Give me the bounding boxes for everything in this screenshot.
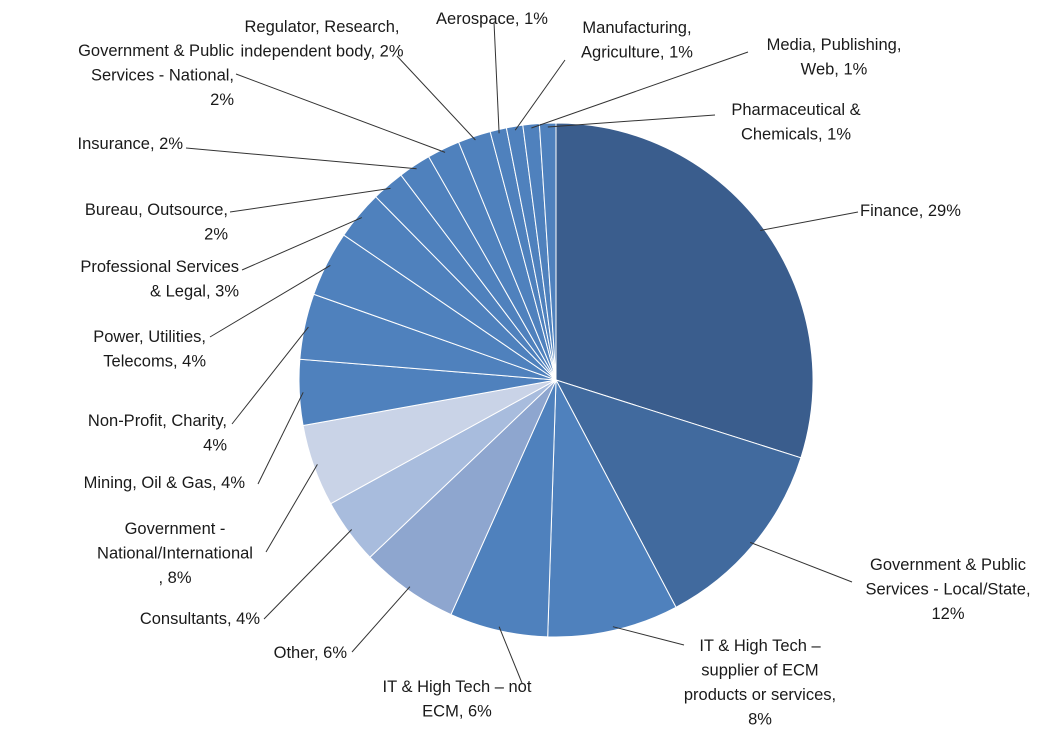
slice-label-line: 12%	[931, 605, 964, 623]
slice-label-line: Media, Publishing,	[767, 36, 902, 54]
slice-label-line: Aerospace, 1%	[436, 10, 548, 28]
slice-label: Professional Services & Legal, 3%	[80, 258, 239, 301]
leader-line	[209, 264, 331, 338]
slice-label-line: Mining, Oil & Gas, 4%	[84, 474, 246, 492]
leader-line	[750, 541, 853, 583]
leader-line	[265, 464, 318, 553]
slice-label: Non-Profit, Charity, 4%	[88, 412, 227, 455]
slice-label-line: Non-Profit, Charity,	[88, 412, 227, 430]
leader-line	[612, 626, 685, 646]
leader-line	[185, 147, 417, 170]
slice-label: Other, 6%	[274, 644, 348, 662]
leader-line	[531, 51, 749, 129]
slice-label: Pharmaceutical & Chemicals, 1%	[731, 101, 860, 144]
slice-label-line: Power, Utilities,	[93, 328, 206, 346]
pie-slice	[538, 122, 557, 381]
slice-label-line: Pharmaceutical &	[731, 101, 860, 119]
pie-slices	[298, 122, 814, 638]
slice-label-line: Agriculture, 1%	[581, 44, 693, 62]
slice-label-line: independent body, 2%	[241, 43, 404, 61]
slice-label-line: Bureau, Outsource,	[85, 201, 228, 219]
leader-line	[231, 326, 309, 425]
slice-label: Consultants, 4%	[140, 610, 260, 628]
slice-label-line: 4%	[203, 437, 227, 455]
slice-label-line: , 8%	[158, 569, 191, 587]
slice-label-line: Web, 1%	[801, 61, 868, 79]
pie-slice	[547, 378, 677, 638]
slice-label-line: Government & Public	[78, 42, 234, 60]
leader-line	[514, 59, 566, 131]
slice-label-line: ECM, 6%	[422, 703, 492, 721]
slice-label: Regulator, Research, independent body, 2%	[241, 18, 404, 61]
pie-slice	[554, 379, 802, 608]
slice-label: IT & High Tech – not ECM, 6%	[383, 678, 532, 721]
slice-label-line: IT & High Tech – not	[383, 678, 532, 696]
slice-label-line: Services - National,	[91, 67, 234, 85]
leader-line	[498, 626, 523, 684]
slice-label: Government - National/International , 8%	[97, 520, 253, 587]
pie-slice	[555, 122, 814, 459]
slice-label-line: Insurance, 2%	[78, 135, 184, 153]
slice-label-line: & Legal, 3%	[150, 283, 239, 301]
leader-line	[263, 529, 353, 620]
leader-line	[493, 21, 500, 134]
slice-label-line: National/International	[97, 545, 253, 563]
slice-label: Finance, 29%	[860, 202, 961, 220]
slice-label: Media, Publishing, Web, 1%	[767, 36, 902, 79]
slice-label-line: 8%	[748, 711, 772, 729]
slice-label-line: products or services,	[684, 686, 836, 704]
slice-label: Insurance, 2%	[78, 135, 184, 153]
slice-label-line: Regulator, Research,	[244, 18, 399, 36]
leader-line	[351, 586, 411, 653]
slice-label: Government & Public Services - National, 2…	[78, 42, 234, 109]
slice-label-line: Telecoms, 4%	[103, 353, 206, 371]
leader-line	[396, 55, 476, 141]
slice-label-line: Government -	[125, 520, 226, 538]
slice-label: IT & High Tech – supplier of ECM products …	[684, 637, 836, 729]
slice-label: Aerospace, 1%	[436, 10, 548, 28]
slice-label: Mining, Oil & Gas, 4%	[84, 474, 246, 492]
slice-label-line: IT & High Tech –	[699, 637, 821, 655]
slice-labels: Finance, 29% Government & Public Services …	[78, 10, 1031, 729]
slice-label-line: Services - Local/State,	[865, 581, 1030, 599]
leader-line	[235, 73, 446, 153]
leader-line	[229, 187, 391, 213]
slice-label: Bureau, Outsource, 2%	[85, 201, 228, 244]
slice-label-line: Consultants, 4%	[140, 610, 260, 628]
slice-label-line: 2%	[204, 226, 228, 244]
leader-line	[241, 217, 363, 271]
slice-label-line: 2%	[210, 91, 234, 109]
leader-line	[547, 114, 716, 128]
leader-lines	[185, 21, 859, 684]
slice-label-line: supplier of ECM	[701, 662, 818, 680]
slice-label-line: Manufacturing,	[582, 19, 691, 37]
slice-label-line: Professional Services	[80, 258, 239, 276]
slice-label-line: Chemicals, 1%	[741, 126, 851, 144]
slice-label: Power, Utilities, Telecoms, 4%	[93, 328, 206, 371]
slice-label: Government & Public Services - Local/Stat…	[865, 556, 1030, 623]
slice-label-line: Finance, 29%	[860, 202, 961, 220]
slice-label-line: Other, 6%	[274, 644, 348, 662]
slice-label-line: Government & Public	[870, 556, 1026, 574]
leader-line	[257, 392, 304, 485]
leader-line	[760, 211, 859, 231]
slice-label: Manufacturing, Agriculture, 1%	[581, 19, 693, 62]
